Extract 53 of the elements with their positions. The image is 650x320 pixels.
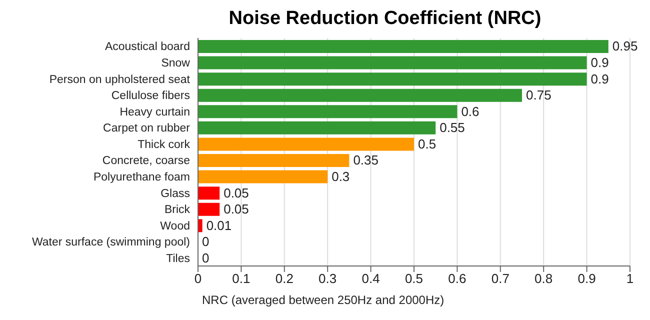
y-tick-label: Wood <box>160 220 190 232</box>
bar <box>198 72 587 86</box>
data-label: 0.9 <box>590 71 609 86</box>
bar <box>198 105 458 118</box>
data-label: 0.3 <box>332 168 350 184</box>
bar <box>198 88 522 102</box>
data-label: 0.95 <box>612 38 638 54</box>
bar <box>198 170 328 184</box>
x-tick-label: 0.8 <box>534 271 553 286</box>
data-label: 0.01 <box>206 218 232 233</box>
x-tick-label: 0.1 <box>232 271 250 286</box>
y-tick-label: Carpet on rubber <box>103 122 190 135</box>
y-tick-label: Thick cork <box>138 138 190 151</box>
data-label: 0 <box>202 234 210 250</box>
y-tick-label: Heavy curtain <box>120 106 190 118</box>
y-tick-label: Brick <box>164 204 190 216</box>
data-label: 0.9 <box>590 54 609 70</box>
x-tick-label: 0.9 <box>578 271 596 286</box>
data-label: 0.75 <box>526 88 552 103</box>
data-label: 0.6 <box>461 104 480 119</box>
x-tick-label: 0.2 <box>275 271 294 286</box>
chart-title: Noise Reduction Coefficient (NRC) <box>228 8 542 31</box>
bar <box>198 121 436 134</box>
x-tick-label: 0.3 <box>318 271 337 286</box>
y-tick-label: Tiles <box>166 252 190 265</box>
data-label: 0.05 <box>224 185 249 200</box>
x-tick-label: 1 <box>626 271 634 286</box>
x-tick-label: 0.5 <box>404 271 424 286</box>
bar <box>198 40 608 53</box>
x-tick-label: 0 <box>194 271 202 286</box>
y-tick-label: Polyurethane foam <box>93 172 190 184</box>
data-label: 0.55 <box>440 120 465 136</box>
y-tick-label: Concrete, coarse <box>102 155 190 168</box>
x-tick-label: 0.7 <box>491 271 510 286</box>
bar <box>198 186 220 200</box>
y-tick-label: Person on upholstered seat <box>49 74 191 86</box>
bar <box>198 202 220 216</box>
bar <box>198 154 350 167</box>
data-label: 0.05 <box>224 202 249 217</box>
y-tick-label: Glass <box>160 188 190 200</box>
y-tick-label: Water surface (swimming pool) <box>32 236 190 249</box>
data-label: 0.5 <box>418 136 436 152</box>
y-tick-label: Cellulose fibers <box>111 90 190 102</box>
data-label: 0.35 <box>353 152 379 168</box>
x-axis-title: NRC (averaged between 250Hz and 2000Hz) <box>202 293 444 307</box>
x-tick-label: 0.6 <box>448 271 466 286</box>
x-tick-label: 0.4 <box>362 271 380 286</box>
y-tick-label: Acoustical board <box>104 41 190 54</box>
y-tick-label: Snow <box>161 58 191 70</box>
bar <box>198 56 587 70</box>
bar <box>198 138 414 151</box>
data-label: 0 <box>202 250 210 266</box>
bar <box>198 219 202 232</box>
